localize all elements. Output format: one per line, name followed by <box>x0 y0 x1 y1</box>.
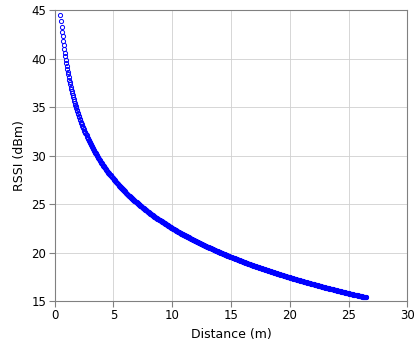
X-axis label: Distance (m): Distance (m) <box>191 328 271 341</box>
Y-axis label: RSSI (dBm): RSSI (dBm) <box>13 120 26 191</box>
